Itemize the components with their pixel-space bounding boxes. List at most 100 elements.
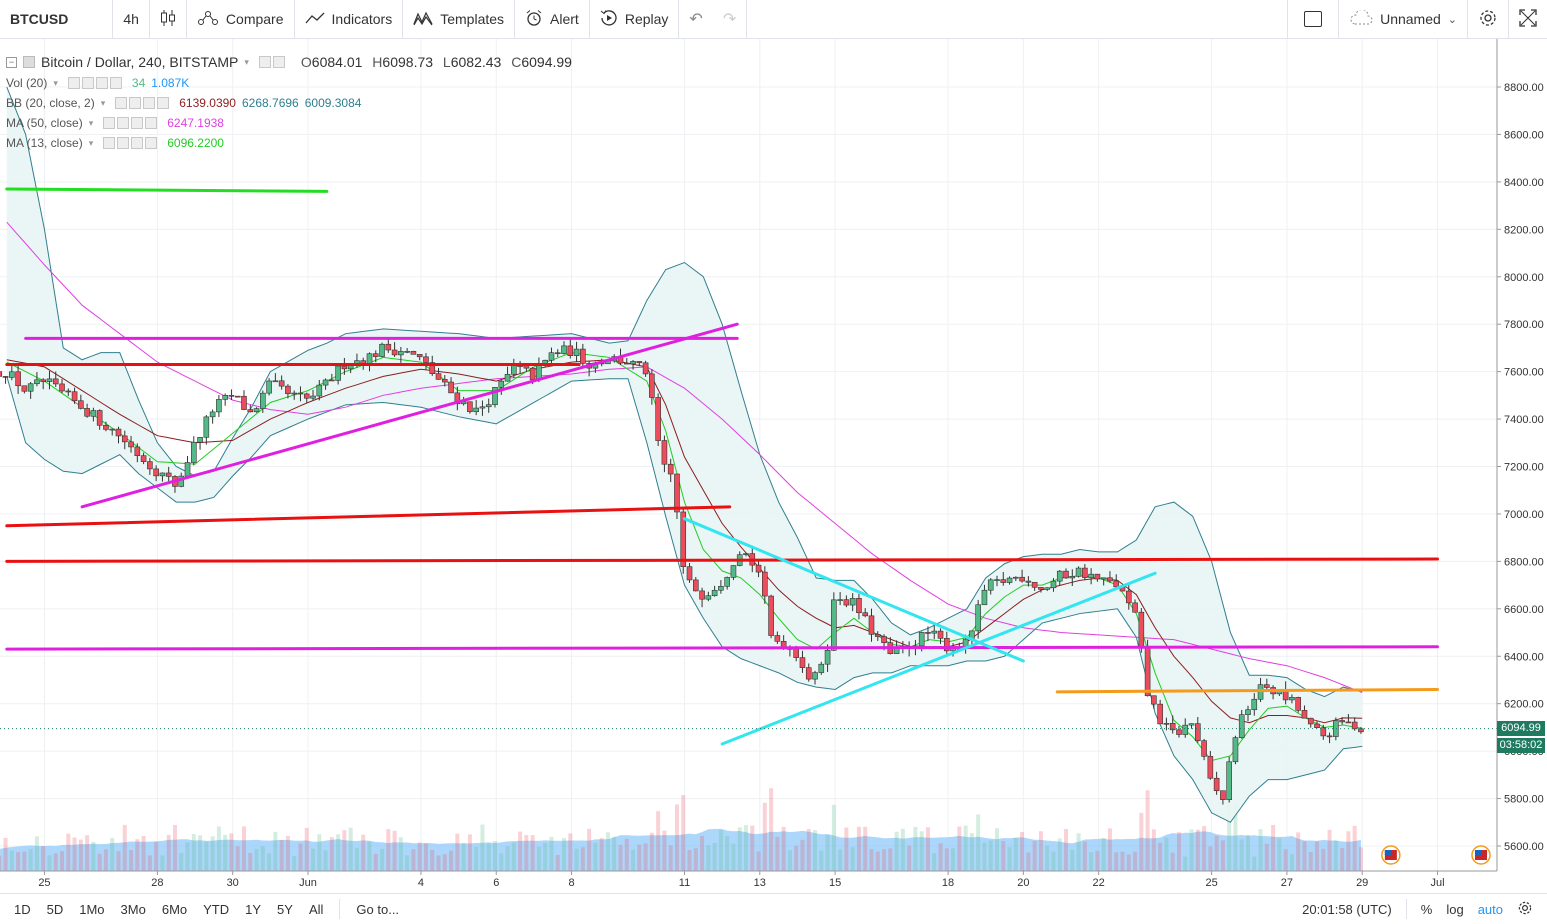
symbol-search[interactable]: BTCUSD	[0, 0, 112, 38]
candle	[448, 377, 454, 394]
range-button-all[interactable]: All	[308, 901, 324, 917]
volume-bar	[787, 850, 792, 871]
plus-icon[interactable]	[95, 77, 108, 89]
magenta-trendline[interactable]	[80, 322, 739, 509]
log-scale-toggle[interactable]: log	[1446, 901, 1464, 917]
time-tick-label: 28	[151, 877, 163, 889]
candle	[862, 608, 869, 618]
eye-icon[interactable]	[258, 56, 271, 68]
plus-icon[interactable]	[143, 97, 156, 109]
volume-bar	[530, 835, 535, 871]
chevron-down-icon[interactable]: ▾	[244, 57, 249, 67]
event-flag-icon[interactable]	[1381, 845, 1401, 865]
chevron-down-icon[interactable]: ▾	[100, 98, 106, 108]
volume-bar	[511, 842, 516, 871]
volume-ma-area	[0, 828, 1361, 871]
goto-date-button[interactable]: Go to...	[356, 901, 400, 917]
volume-bar	[969, 833, 974, 871]
range-button-1y[interactable]: 1Y	[245, 901, 262, 917]
trendlines[interactable]	[0, 187, 1497, 746]
candle-body	[1320, 727, 1327, 737]
eye-icon[interactable]	[103, 117, 116, 129]
candle-body	[1132, 602, 1138, 613]
candle-body	[755, 564, 762, 573]
chevron-down-icon[interactable]: ▾	[53, 78, 58, 88]
red-trendline[interactable]	[5, 505, 732, 528]
candle	[799, 650, 806, 673]
cyan-trendline[interactable]	[683, 517, 1025, 663]
green-trendline[interactable]	[5, 187, 329, 193]
range-button-1mo[interactable]: 1Mo	[79, 901, 105, 917]
undo-button[interactable]: ↶	[679, 0, 712, 38]
series-settings-icon[interactable]	[23, 56, 35, 68]
chart-style-button[interactable]	[150, 0, 186, 38]
interval-button[interactable]: 4h	[113, 0, 149, 38]
cyan-trendline[interactable]	[720, 571, 1157, 746]
red-trendline[interactable]	[5, 557, 1439, 563]
volume-bar	[1095, 850, 1100, 871]
close-icon[interactable]	[145, 137, 158, 149]
candle-body	[943, 638, 950, 652]
alert-button[interactable]: Alert	[515, 0, 589, 38]
candle-body	[15, 371, 21, 387]
layout-menu-button[interactable]: Unnamed ⌄	[1339, 0, 1467, 38]
orange-trendline[interactable]	[1055, 687, 1439, 694]
price-chart[interactable]: 5600.005800.006000.006200.006400.006600.…	[0, 39, 1547, 892]
gear-icon[interactable]	[117, 117, 130, 129]
time-axis[interactable]: 25 28 30 Jun 4 6 8 11 13 15 18 20 22 25 27 29 Jul	[0, 870, 1547, 892]
close-label: C	[511, 54, 522, 70]
auto-scale-toggle[interactable]: auto	[1477, 901, 1503, 917]
percent-scale-toggle[interactable]: %	[1420, 901, 1433, 917]
settings-button[interactable]	[1468, 0, 1508, 38]
eye-icon[interactable]	[67, 77, 80, 89]
study-buttons[interactable]	[103, 137, 158, 149]
replay-button[interactable]: Replay	[590, 0, 679, 38]
range-button-5y[interactable]: 5Y	[277, 901, 293, 917]
templates-button[interactable]: Templates	[403, 0, 514, 38]
clock-time[interactable]: 20:01:58 (UTC)	[1302, 901, 1392, 917]
candle-body	[743, 553, 749, 555]
eye-icon[interactable]	[115, 97, 128, 109]
candle-body	[1207, 756, 1214, 779]
study-buttons[interactable]	[103, 117, 158, 129]
close-icon[interactable]	[109, 77, 122, 89]
volume-bar	[0, 855, 2, 871]
plus-icon[interactable]	[131, 137, 144, 149]
event-flag-icon[interactable]	[1471, 845, 1491, 865]
gear-icon[interactable]	[272, 56, 285, 68]
series-buttons[interactable]	[258, 56, 285, 68]
close-icon[interactable]	[145, 117, 158, 129]
chevron-down-icon[interactable]: ▾	[88, 138, 94, 148]
gear-icon[interactable]	[129, 97, 142, 109]
range-button-ytd[interactable]: YTD	[203, 901, 230, 917]
indicators-button[interactable]: Indicators	[295, 0, 403, 38]
close-icon[interactable]	[157, 97, 170, 109]
volume-bar	[1051, 851, 1056, 871]
plus-icon[interactable]	[131, 117, 144, 129]
volume-bar	[1101, 837, 1106, 871]
gear-icon[interactable]	[81, 77, 94, 89]
redo-button[interactable]: ↷	[713, 0, 746, 38]
range-button-1d[interactable]: 1D	[14, 901, 31, 917]
study-buttons[interactable]	[67, 77, 122, 89]
event-flags[interactable]	[1381, 845, 1491, 865]
range-button-6mo[interactable]: 6Mo	[161, 901, 188, 917]
fullscreen-toggle-button[interactable]	[1288, 0, 1338, 38]
gear-icon[interactable]	[1517, 900, 1533, 919]
candlesticks	[0, 337, 1364, 805]
chevron-down-icon[interactable]: ▾	[88, 118, 94, 128]
candle-body	[341, 365, 348, 370]
fullscreen-button[interactable]	[1509, 0, 1547, 38]
eye-icon[interactable]	[103, 137, 116, 149]
candle-body	[649, 373, 655, 398]
range-button-5d[interactable]: 5D	[46, 901, 64, 917]
collapse-icon[interactable]: −	[6, 56, 17, 68]
gear-icon[interactable]	[117, 137, 130, 149]
symbol-label: BTCUSD	[10, 11, 69, 27]
candle	[216, 395, 222, 418]
gear-icon	[1478, 8, 1498, 31]
magenta-trendline[interactable]	[5, 645, 1439, 651]
range-button-3mo[interactable]: 3Mo	[120, 901, 146, 917]
study-buttons[interactable]	[115, 97, 170, 109]
compare-button[interactable]: Compare	[187, 0, 294, 38]
